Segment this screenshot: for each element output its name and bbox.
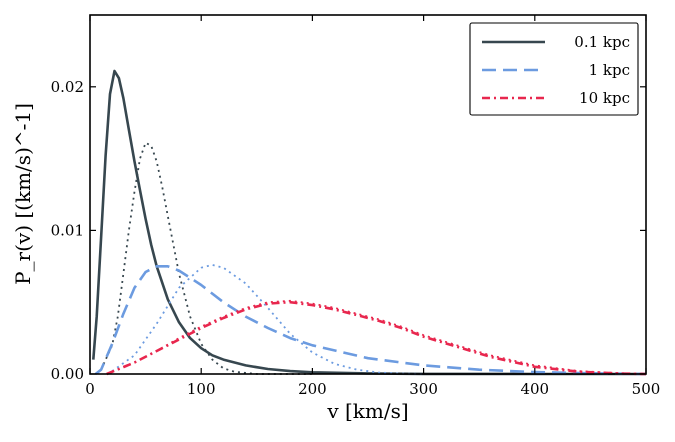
- x-tick-label: 300: [409, 380, 438, 398]
- x-tick-label: 500: [632, 380, 661, 398]
- y-tick-label: 0.01: [51, 221, 84, 239]
- axis-ticks-group: 0 100 200 300 400 500 0.00 0.01 0.02: [51, 15, 661, 398]
- legend-label: 1 kpc: [589, 61, 630, 79]
- plot-frame: [89, 14, 647, 375]
- y-tick-label: 0.02: [51, 78, 84, 96]
- plot-series-group: [92, 69, 647, 376]
- x-tick-label: 100: [187, 380, 216, 398]
- legend-label: 0.1 kpc: [574, 33, 630, 51]
- x-tick-label: 0: [85, 380, 95, 398]
- x-axis-label: v [km/s]: [326, 399, 408, 423]
- x-tick-label: 200: [298, 380, 327, 398]
- series-line-4: [106, 300, 647, 376]
- series-line-0: [92, 69, 646, 376]
- series-line-2: [94, 265, 647, 376]
- legend-label: 10 kpc: [579, 89, 630, 107]
- series-line-3: [111, 264, 424, 375]
- series-line-1: [100, 141, 313, 375]
- y-axis-label: P_r(v) [(km/s)^-1]: [11, 103, 35, 285]
- series-line-5: [106, 299, 647, 375]
- legend-box: [469, 22, 639, 116]
- x-tick-label: 400: [520, 380, 549, 398]
- y-tick-label: 0.00: [51, 365, 84, 383]
- legend: 0.1 kpc 1 kpc 10 kpc: [469, 22, 639, 116]
